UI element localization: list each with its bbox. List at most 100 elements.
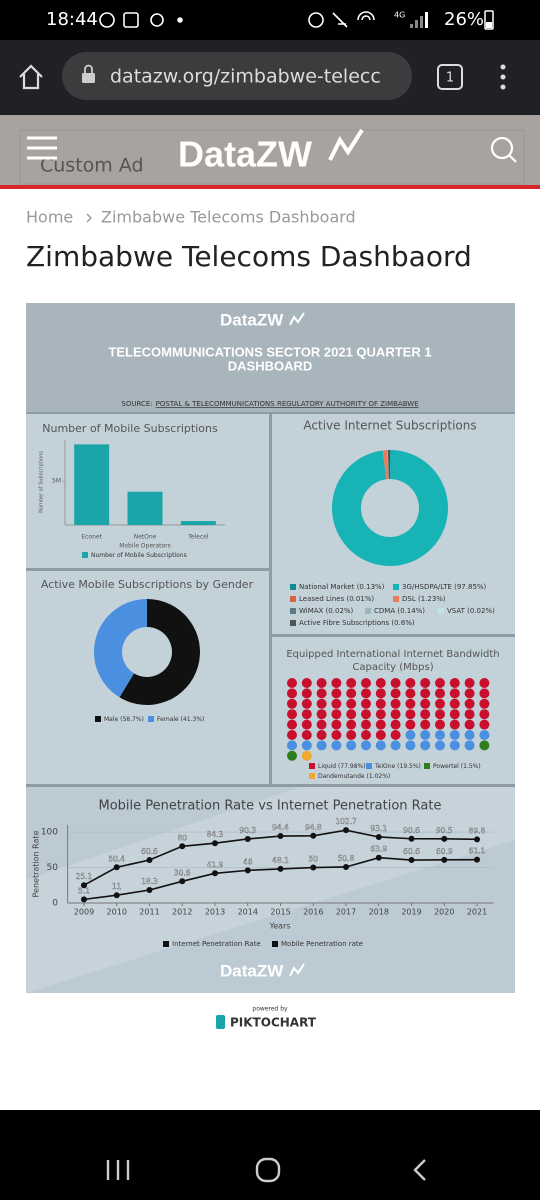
waffle-dot: [435, 730, 445, 740]
data-point: [310, 832, 317, 839]
waffle-dot: [346, 709, 357, 720]
site-logo[interactable]: DataZW: [178, 134, 312, 175]
legend-name: 3G/HSDPA/LTE: [402, 583, 452, 591]
waffle-dot: [435, 698, 445, 709]
page-title: Zimbabwe Telecoms Dashbaord: [26, 240, 472, 273]
legend-name: Dandemutande: [318, 773, 365, 780]
data-point: [474, 836, 481, 843]
hamburger-menu[interactable]: [27, 136, 57, 160]
legend-value: (41.3%): [181, 716, 205, 723]
legend-name: CDMA: [374, 607, 395, 615]
waffle-dot: [449, 698, 460, 709]
home-button[interactable]: [19, 64, 43, 90]
back-button[interactable]: [413, 1159, 426, 1181]
legend-label: Liquid (77.98%): [318, 763, 366, 770]
header-accent: [0, 185, 540, 189]
chart-title: Active Mobile Subscriptions by Gender: [41, 578, 254, 591]
waffle-dot: [346, 678, 357, 688]
legend-swatch: [424, 763, 430, 769]
data-point: [343, 863, 350, 870]
waffle-dot: [420, 719, 431, 730]
legend-swatch: [393, 584, 399, 590]
waffle-dot: [479, 740, 490, 751]
legend-value: (0.01%): [346, 595, 374, 603]
waffle-dot: [390, 709, 401, 720]
waffle-dot: [287, 750, 297, 761]
legend-name: TelOne: [374, 763, 396, 770]
waffle-dot: [331, 740, 342, 751]
x-tick-label: 2013: [205, 908, 225, 917]
legend-label: Number of Mobile Subscriptions: [91, 552, 187, 559]
x-tick-label: 2020: [434, 908, 454, 917]
data-label: 48.1: [272, 856, 289, 865]
legend-name: Liquid: [318, 763, 336, 770]
legend-label: Powertel (1.5%): [433, 763, 481, 770]
waffle-dot: [479, 730, 490, 740]
data-label: 50.4: [108, 854, 125, 863]
waffle-dot: [346, 719, 357, 730]
waffle-dot: [464, 698, 475, 709]
waffle-dot: [361, 719, 371, 730]
legend-value: (58.7%): [120, 716, 144, 723]
waffle-dot: [449, 688, 460, 699]
legend-value: (19.5%): [397, 763, 421, 770]
donut-slice: [387, 450, 390, 480]
breadcrumb-home[interactable]: Home: [26, 208, 73, 227]
data-label: 60.6: [403, 847, 420, 856]
waffle-dot: [301, 709, 312, 720]
legend-swatch: [290, 620, 296, 626]
donut-slice: [387, 450, 389, 480]
waffle-dot: [405, 688, 416, 699]
waffle-dot: [420, 709, 431, 720]
piktochart-brand: PIKTOCHART: [230, 1016, 317, 1030]
waffle-dot: [464, 719, 475, 730]
waffle-dot: [435, 719, 445, 730]
data-point: [310, 864, 317, 871]
waffle-dot: [316, 698, 327, 709]
waffle-dot: [346, 730, 357, 740]
breadcrumb-separator: [86, 213, 92, 223]
url-text: datazw.org/zimbabwe-telecc: [110, 66, 381, 88]
legend-swatch: [290, 608, 296, 614]
x-tick-label: Econet: [81, 534, 102, 541]
legend-value: (1.02%): [367, 773, 391, 780]
waffle-dot: [449, 740, 460, 751]
waffle-dot: [331, 678, 342, 688]
x-tick-label: NetOne: [134, 534, 157, 541]
home-nav-button[interactable]: [255, 1157, 281, 1183]
waffle-dot: [316, 740, 327, 751]
url-bar[interactable]: [62, 52, 412, 100]
waffle-dot: [301, 730, 312, 740]
search-button[interactable]: [490, 136, 517, 163]
waffle-dot: [405, 730, 416, 740]
waffle-dot: [449, 709, 460, 720]
data-label: 102.7: [335, 817, 357, 826]
donut-slice: [382, 450, 389, 480]
footer-logo: DataZW: [220, 961, 284, 980]
menu-button[interactable]: [500, 64, 506, 90]
waffle-dot: [479, 698, 490, 709]
network-type: 4G: [394, 11, 405, 20]
waffle-dot: [479, 719, 490, 730]
data-label: 61.1: [469, 847, 486, 856]
legend-swatch: [393, 596, 399, 602]
legend-swatch: [163, 941, 169, 947]
waffle-dot: [420, 698, 431, 709]
source-link[interactable]: POSTAL & TELECOMMUNICATIONS REGULATORY A…: [156, 400, 419, 408]
waffle-dot: [331, 730, 342, 740]
recent-apps-button[interactable]: [106, 1160, 130, 1180]
x-tick-label: 2009: [74, 908, 94, 917]
tabs-button[interactable]: [437, 64, 463, 90]
data-label: 11: [112, 882, 122, 891]
legend-swatch: [365, 608, 371, 614]
donut-slice: [382, 450, 387, 480]
data-point: [244, 835, 251, 842]
dashboard-title: DASHBOARD: [228, 358, 313, 373]
infographic-logo: DataZW: [220, 310, 284, 329]
legend-name: VSAT: [447, 607, 466, 615]
waffle-dot: [301, 750, 312, 761]
waffle-dot: [331, 698, 342, 709]
data-point: [80, 882, 87, 889]
donut-slice: [387, 450, 389, 480]
legend-swatch: [290, 584, 296, 590]
